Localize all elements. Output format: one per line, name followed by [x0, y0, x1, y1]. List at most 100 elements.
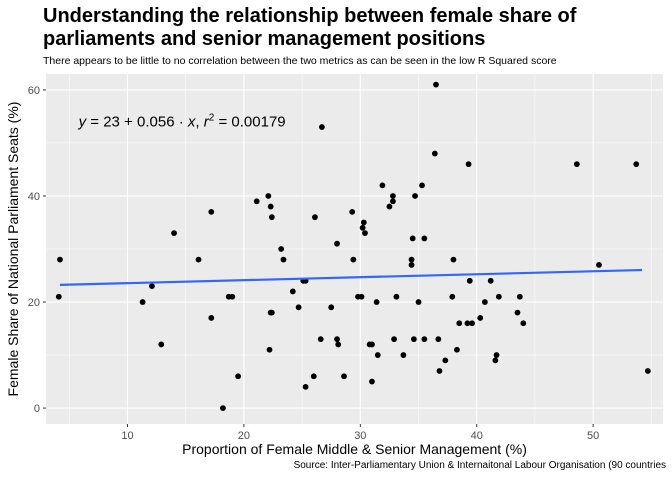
data-point	[449, 293, 456, 300]
data-point	[355, 293, 361, 300]
data-point	[495, 293, 502, 300]
data-point	[328, 304, 335, 311]
data-point	[419, 182, 425, 189]
title-line-1: Understanding the relationship between f…	[43, 5, 577, 27]
equation-r: r	[204, 114, 210, 131]
y-axis-title: Female Share of National Parliament Seat…	[5, 102, 21, 397]
equation-squared: 2	[209, 113, 215, 124]
data-point	[208, 315, 215, 321]
data-point	[390, 198, 396, 205]
x-tick-label: 30	[354, 430, 366, 442]
data-point	[465, 161, 472, 168]
y-tick-label: 20	[28, 297, 40, 309]
equation-equals: =	[86, 114, 103, 131]
data-point	[362, 230, 368, 236]
data-point	[317, 336, 324, 343]
data-point	[295, 304, 302, 311]
data-point	[408, 256, 415, 263]
data-point	[456, 320, 463, 327]
data-point	[644, 368, 651, 374]
regression-line	[59, 268, 643, 286]
equation-intercept: 23	[103, 114, 120, 131]
data-points	[55, 81, 651, 411]
minor-grid	[46, 74, 663, 424]
chart-subtitle: There appears to be little to no correla…	[43, 55, 557, 67]
data-point	[514, 309, 521, 316]
x-tick-label: 10	[121, 430, 133, 442]
data-point	[171, 230, 177, 236]
data-point	[158, 341, 165, 348]
data-point	[487, 277, 494, 284]
data-point	[450, 256, 457, 263]
y-tick-label: 0	[34, 403, 40, 415]
equation-r2-value: 0.00179	[231, 114, 285, 131]
data-point	[366, 341, 373, 348]
data-point	[435, 336, 442, 343]
data-point	[596, 262, 602, 268]
data-point	[302, 383, 309, 390]
data-point	[369, 378, 375, 385]
equation-comma: ,	[195, 114, 203, 131]
data-point	[265, 193, 272, 199]
data-point	[278, 246, 285, 252]
data-point	[266, 346, 273, 353]
data-point	[464, 320, 471, 327]
data-point	[379, 182, 386, 189]
data-point	[57, 256, 63, 263]
source-caption: Source: Inter-Parliamentary Union & Inte…	[293, 460, 666, 471]
data-point	[229, 293, 236, 300]
x-tick-label: 40	[471, 430, 483, 442]
data-point	[421, 336, 428, 343]
equation-y: y	[78, 114, 88, 131]
data-point	[442, 357, 449, 364]
data-point	[633, 161, 640, 168]
data-point	[253, 198, 260, 205]
data-point	[481, 299, 488, 305]
data-point	[312, 214, 318, 221]
data-point	[436, 368, 443, 374]
data-point	[359, 224, 366, 231]
data-point	[341, 373, 347, 380]
y-tick-label: 60	[28, 85, 40, 97]
equation-r2-equals: =	[214, 114, 231, 131]
data-point	[235, 373, 241, 380]
data-point	[477, 315, 484, 321]
data-point	[55, 293, 62, 300]
data-point	[360, 219, 367, 226]
equation-x: x	[187, 114, 196, 131]
data-point	[415, 299, 422, 305]
data-point	[268, 214, 275, 221]
data-point	[409, 235, 416, 242]
data-point	[319, 124, 325, 130]
y-tick-label: 40	[28, 191, 40, 203]
data-point	[469, 320, 475, 327]
data-point	[573, 161, 580, 168]
y-axis-ticks: 0 20 40 60	[28, 85, 46, 415]
data-point	[492, 357, 499, 364]
data-point	[493, 352, 500, 358]
data-point	[335, 341, 342, 348]
data-point	[454, 346, 460, 353]
data-point	[373, 299, 380, 305]
data-point	[433, 81, 439, 88]
data-point	[466, 277, 473, 284]
x-axis-ticks: 10 20 30 40 50	[121, 424, 599, 442]
regression-equation: y = 23 + 0.056 · x, r2 = 0.00179	[78, 113, 286, 131]
data-point	[400, 352, 407, 358]
major-grid	[46, 74, 663, 424]
data-point	[408, 262, 415, 268]
data-point	[421, 235, 428, 242]
data-point	[268, 309, 275, 316]
data-point	[520, 320, 527, 327]
data-point	[208, 208, 215, 215]
x-tick-label: 50	[587, 430, 599, 442]
data-point	[267, 203, 274, 210]
chart-title: Understanding the relationship between f…	[43, 5, 663, 51]
data-point	[350, 256, 357, 263]
data-point	[310, 373, 317, 380]
data-point	[391, 336, 397, 343]
data-point	[412, 193, 418, 199]
data-point	[431, 150, 438, 157]
data-point	[334, 240, 340, 247]
data-point	[516, 293, 523, 300]
